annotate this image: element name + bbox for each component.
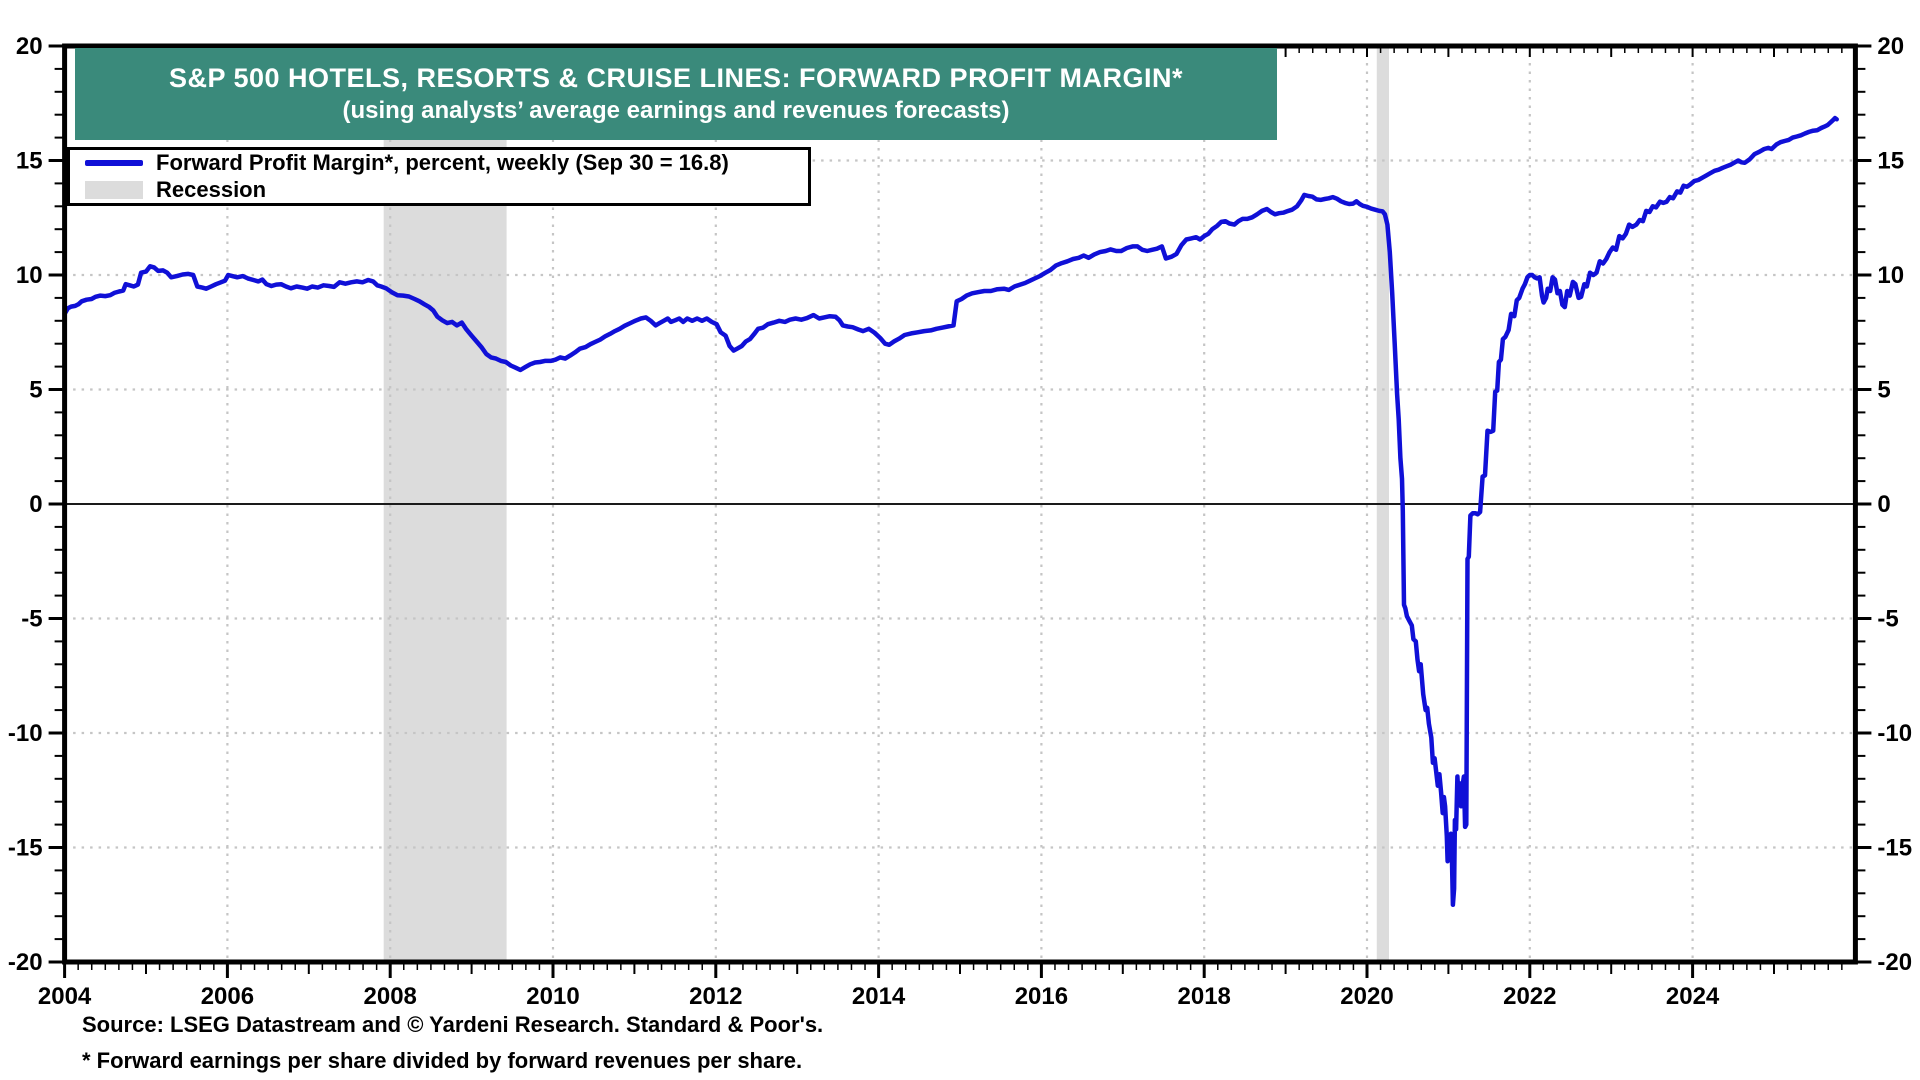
y-axis-label-left: 5: [29, 377, 42, 404]
x-axis-label: 2018: [1178, 983, 1231, 1010]
y-axis-label-left: 15: [16, 148, 43, 175]
y-axis-label-right: 0: [1877, 491, 1890, 518]
y-axis-label-right: -5: [1877, 606, 1898, 633]
y-axis-label-right: 5: [1877, 377, 1890, 404]
x-axis-label: 2008: [364, 983, 417, 1010]
legend-item-series: Forward Profit Margin*, percent, weekly …: [85, 150, 808, 176]
footnote-text: * Forward earnings per share divided by …: [82, 1048, 803, 1073]
recession-swatch: [85, 181, 143, 200]
y-axis-label-right: -10: [1877, 720, 1912, 747]
series-legend-label: Forward Profit Margin*, percent, weekly …: [156, 149, 729, 175]
x-axis-label: 2006: [201, 983, 254, 1010]
title-banner: S&P 500 HOTELS, RESORTS & CRUISE LINES: …: [75, 48, 1277, 140]
y-axis-label-left: -15: [8, 835, 43, 862]
series-line-swatch: [85, 159, 143, 166]
y-axis-label-left: 20: [16, 33, 43, 60]
recession-legend-label: Recession: [156, 177, 267, 203]
legend-item-recession: Recession: [85, 178, 808, 204]
x-axis-label: 2014: [852, 983, 906, 1010]
y-axis-label-right: 20: [1877, 33, 1904, 60]
y-axis-label-left: -10: [8, 720, 43, 747]
x-axis-label: 2024: [1666, 983, 1720, 1010]
y-axis-label-left: -5: [21, 606, 42, 633]
legend-box: Forward Profit Margin*, percent, weekly …: [67, 147, 811, 206]
source-text: Source: LSEG Datastream and © Yardeni Re…: [82, 1012, 824, 1037]
y-axis-label-left: 0: [29, 491, 42, 518]
x-axis-label: 2012: [689, 983, 742, 1010]
x-axis-label: 2022: [1503, 983, 1556, 1010]
y-axis-label-right: -15: [1877, 835, 1912, 862]
series-line: [62, 115, 1839, 908]
x-axis-label: 2004: [38, 983, 92, 1010]
y-axis-label-left: -20: [8, 949, 43, 976]
plot-frame: [62, 43, 1858, 965]
x-axis-label: 2010: [526, 983, 579, 1010]
y-axis-label-left: 10: [16, 262, 43, 289]
chart-subtitle: (using analysts’ average earnings and re…: [342, 97, 1010, 125]
x-axis-label: 2016: [1015, 983, 1068, 1010]
y-axis-label-right: 10: [1877, 262, 1904, 289]
chart-title: S&P 500 HOTELS, RESORTS & CRUISE LINES: …: [168, 62, 1184, 93]
y-axis-label-right: 15: [1877, 148, 1904, 175]
x-axis-label: 2020: [1340, 983, 1393, 1010]
y-axis-label-right: -20: [1877, 949, 1912, 976]
